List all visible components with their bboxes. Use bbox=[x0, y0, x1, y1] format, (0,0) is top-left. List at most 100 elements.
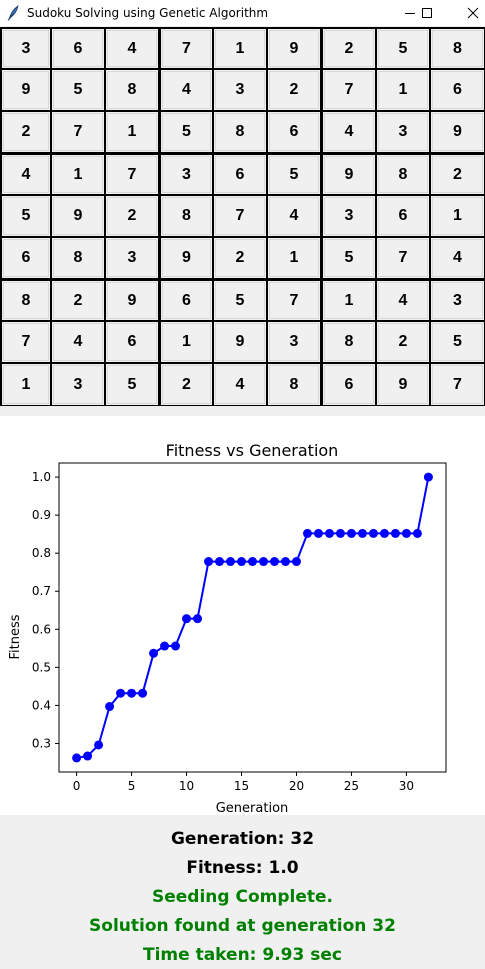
sudoku-cell[interactable]: 2 bbox=[2, 112, 50, 152]
sudoku-cell[interactable]: 1 bbox=[431, 196, 484, 236]
sudoku-cell[interactable]: 8 bbox=[161, 196, 212, 236]
data-point bbox=[237, 557, 247, 567]
sudoku-cell[interactable]: 8 bbox=[52, 238, 104, 278]
sudoku-cell[interactable]: 5 bbox=[161, 112, 212, 152]
sudoku-cell[interactable]: 6 bbox=[161, 281, 212, 320]
sudoku-cell[interactable]: 3 bbox=[268, 322, 320, 362]
sudoku-cell[interactable]: 8 bbox=[268, 364, 320, 405]
data-point bbox=[302, 528, 312, 538]
sudoku-cell[interactable]: 4 bbox=[214, 364, 266, 405]
sudoku-cell[interactable]: 7 bbox=[106, 155, 158, 194]
data-point bbox=[72, 753, 82, 763]
sudoku-cell[interactable]: 1 bbox=[268, 238, 320, 278]
maximize-button[interactable] bbox=[404, 0, 450, 26]
sudoku-cell[interactable]: 9 bbox=[2, 70, 50, 110]
sudoku-cell[interactable]: 9 bbox=[106, 281, 158, 320]
y-tick-label: 1.0 bbox=[32, 470, 51, 484]
data-point bbox=[412, 528, 422, 538]
sudoku-cell[interactable]: 1 bbox=[323, 281, 375, 320]
sudoku-cell[interactable]: 3 bbox=[106, 238, 158, 278]
sudoku-cell[interactable]: 9 bbox=[214, 322, 266, 362]
sudoku-cell[interactable]: 9 bbox=[377, 364, 429, 405]
sudoku-cell[interactable]: 5 bbox=[214, 281, 266, 320]
sudoku-cell[interactable]: 3 bbox=[431, 281, 484, 320]
sudoku-cell[interactable]: 9 bbox=[268, 29, 320, 68]
sudoku-cell[interactable]: 5 bbox=[377, 29, 429, 68]
sudoku-cell[interactable]: 9 bbox=[161, 238, 212, 278]
sudoku-cell[interactable]: 7 bbox=[214, 196, 266, 236]
sudoku-cell[interactable]: 2 bbox=[161, 364, 212, 405]
sudoku-cell[interactable]: 4 bbox=[268, 196, 320, 236]
sudoku-cell[interactable]: 5 bbox=[323, 238, 375, 278]
sudoku-cell[interactable]: 4 bbox=[161, 70, 212, 110]
sudoku-cell[interactable]: 4 bbox=[2, 155, 50, 194]
sudoku-cell[interactable]: 1 bbox=[377, 70, 429, 110]
minimize-button[interactable] bbox=[387, 0, 433, 26]
sudoku-cell[interactable]: 3 bbox=[214, 70, 266, 110]
sudoku-cell[interactable]: 1 bbox=[106, 112, 158, 152]
sudoku-cell[interactable]: 5 bbox=[52, 70, 104, 110]
sudoku-cell[interactable]: 6 bbox=[214, 155, 266, 194]
sudoku-cell[interactable]: 6 bbox=[268, 112, 320, 152]
sudoku-cell[interactable]: 7 bbox=[323, 70, 375, 110]
sudoku-cell[interactable]: 3 bbox=[377, 112, 429, 152]
sudoku-cell[interactable]: 7 bbox=[52, 112, 104, 152]
sudoku-cell[interactable]: 2 bbox=[268, 70, 320, 110]
close-button[interactable] bbox=[450, 0, 485, 26]
fitness-status: Fitness: 1.0 bbox=[186, 858, 299, 878]
sudoku-cell[interactable]: 4 bbox=[106, 29, 158, 68]
sudoku-cell[interactable]: 8 bbox=[377, 155, 429, 194]
y-tick-label: 0.4 bbox=[32, 698, 51, 712]
data-point bbox=[83, 751, 93, 761]
sudoku-cell[interactable]: 3 bbox=[323, 196, 375, 236]
sudoku-cell[interactable]: 5 bbox=[431, 322, 484, 362]
sudoku-cell[interactable]: 6 bbox=[52, 29, 104, 68]
x-tick-label: 25 bbox=[344, 779, 359, 793]
sudoku-cell[interactable]: 6 bbox=[2, 238, 50, 278]
sudoku-cell[interactable]: 8 bbox=[2, 281, 50, 320]
sudoku-cell[interactable]: 1 bbox=[214, 29, 266, 68]
sudoku-cell[interactable]: 4 bbox=[431, 238, 484, 278]
sudoku-cell[interactable]: 9 bbox=[323, 155, 375, 194]
sudoku-cell[interactable]: 2 bbox=[377, 322, 429, 362]
data-point bbox=[291, 557, 301, 567]
sudoku-cell[interactable]: 8 bbox=[431, 29, 484, 68]
sudoku-cell[interactable]: 8 bbox=[106, 70, 158, 110]
sudoku-cell[interactable]: 5 bbox=[106, 364, 158, 405]
sudoku-cell[interactable]: 4 bbox=[52, 322, 104, 362]
sudoku-cell[interactable]: 3 bbox=[52, 364, 104, 405]
sudoku-cell[interactable]: 1 bbox=[161, 322, 212, 362]
sudoku-cell[interactable]: 6 bbox=[323, 364, 375, 405]
sudoku-cell[interactable]: 3 bbox=[161, 155, 212, 194]
sudoku-cell[interactable]: 8 bbox=[323, 322, 375, 362]
fitness-chart: 0 5 10 15 20 25 30 0.3 0.4 0.5 0.6 0.7 0.8 0.9 1.0 Fi… bbox=[8, 441, 447, 816]
sudoku-cell[interactable]: 2 bbox=[431, 155, 484, 194]
sudoku-cell[interactable]: 5 bbox=[2, 196, 50, 236]
sudoku-cell[interactable]: 7 bbox=[268, 281, 320, 320]
sudoku-cell[interactable]: 7 bbox=[161, 29, 212, 68]
sudoku-cell[interactable]: 3 bbox=[2, 29, 50, 68]
sudoku-cell[interactable]: 7 bbox=[2, 322, 50, 362]
sudoku-cell[interactable]: 2 bbox=[106, 196, 158, 236]
sudoku-cell[interactable]: 4 bbox=[377, 281, 429, 320]
sudoku-cell[interactable]: 9 bbox=[431, 112, 484, 152]
sudoku-cell[interactable]: 7 bbox=[377, 238, 429, 278]
sudoku-cell[interactable]: 6 bbox=[106, 322, 158, 362]
divider bbox=[0, 406, 485, 416]
sudoku-cell[interactable]: 2 bbox=[323, 29, 375, 68]
sudoku-cell[interactable]: 8 bbox=[214, 112, 266, 152]
y-tick-label: 0.6 bbox=[32, 622, 51, 636]
sudoku-cell[interactable]: 1 bbox=[2, 364, 50, 405]
y-tick-label: 0.7 bbox=[32, 584, 51, 598]
x-tick-label: 30 bbox=[399, 779, 414, 793]
sudoku-cell[interactable]: 9 bbox=[52, 196, 104, 236]
sudoku-cell[interactable]: 6 bbox=[431, 70, 484, 110]
sudoku-cell[interactable]: 1 bbox=[52, 155, 104, 194]
sudoku-cell[interactable]: 2 bbox=[214, 238, 266, 278]
sudoku-cell[interactable]: 4 bbox=[323, 112, 375, 152]
sudoku-cell[interactable]: 6 bbox=[377, 196, 429, 236]
y-tick-label: 0.3 bbox=[32, 736, 51, 750]
sudoku-cell[interactable]: 2 bbox=[52, 281, 104, 320]
sudoku-cell[interactable]: 5 bbox=[268, 155, 320, 194]
sudoku-cell[interactable]: 7 bbox=[431, 364, 484, 405]
